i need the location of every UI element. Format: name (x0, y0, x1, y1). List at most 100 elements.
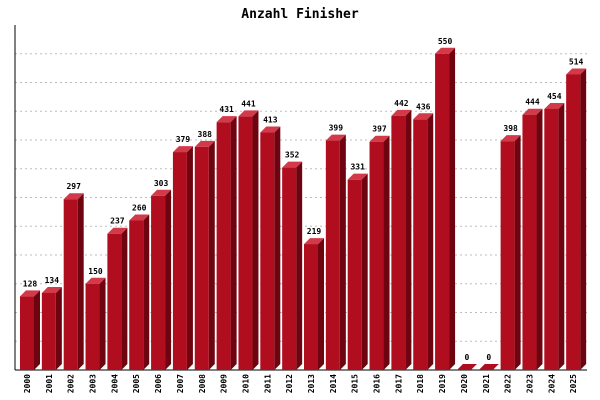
value-label: 454 (547, 92, 562, 101)
bar-top (260, 126, 281, 133)
x-tick-label: 2015 (351, 374, 360, 393)
bar-top (172, 146, 193, 153)
value-label: 134 (45, 276, 60, 285)
x-tick-label: 2014 (329, 374, 338, 393)
bar-top (413, 113, 434, 120)
bar-top (107, 227, 128, 234)
bar-top (63, 193, 84, 200)
value-label: 237 (110, 217, 125, 226)
value-label: 444 (525, 98, 540, 107)
x-tick-label: 2002 (67, 374, 76, 393)
value-label: 352 (285, 151, 300, 160)
bar (41, 286, 62, 370)
bar (238, 110, 259, 371)
x-tick-label: 2001 (45, 374, 54, 393)
bar (129, 214, 150, 370)
x-tick-label: 2005 (132, 374, 141, 393)
x-tick-label: 2009 (220, 374, 229, 393)
bar (194, 140, 215, 370)
bar-side (449, 47, 456, 370)
x-tick-label: 2008 (198, 374, 207, 393)
x-tick-label: 2011 (263, 374, 272, 393)
bar-top (194, 140, 215, 147)
bar-top (391, 109, 412, 116)
bar-front (413, 119, 428, 370)
value-label: 442 (394, 99, 409, 108)
bar-front (282, 167, 297, 370)
bar-top (435, 47, 456, 54)
bar-front (63, 199, 78, 370)
bar-front (129, 220, 144, 370)
x-tick-label: 2013 (307, 374, 316, 393)
bar (413, 113, 434, 371)
x-tick-label: 2012 (285, 374, 294, 393)
value-label: 399 (329, 124, 344, 133)
value-label: 0 (465, 353, 470, 362)
bar-front (151, 195, 166, 370)
value-label: 219 (307, 227, 322, 236)
bar-front (391, 115, 406, 370)
bar (500, 135, 521, 370)
bar-front (172, 152, 187, 370)
bar (107, 227, 128, 370)
bar-front (85, 283, 100, 370)
bar (435, 47, 456, 370)
bar (566, 68, 587, 370)
bars (20, 47, 587, 371)
bar (522, 108, 543, 370)
bar-side (427, 113, 434, 371)
x-tick-label: 2006 (154, 374, 163, 393)
bar-top (456, 364, 477, 370)
bar-side (514, 135, 521, 370)
bar (304, 238, 324, 370)
bar-top (369, 135, 390, 142)
bar-side (77, 193, 84, 370)
bar-side (361, 173, 368, 370)
bar (347, 173, 368, 370)
bar-top (129, 214, 150, 221)
x-tick-label: 2003 (89, 374, 98, 393)
bar (544, 102, 565, 370)
bar-side (558, 102, 565, 370)
bar-front (435, 53, 450, 370)
value-label: 398 (503, 124, 518, 133)
value-label: 303 (154, 179, 169, 188)
x-tick-label: 2023 (525, 374, 534, 393)
value-label: 413 (263, 116, 278, 125)
bar-front (304, 244, 318, 370)
bar-side (143, 214, 150, 370)
bar-side (208, 140, 215, 370)
bar-top (500, 135, 521, 142)
bar (63, 193, 84, 370)
x-tick-label: 2024 (547, 374, 556, 393)
bar (325, 134, 346, 370)
bar-top (151, 189, 172, 196)
value-label: 297 (66, 182, 81, 191)
bar-top (347, 173, 368, 180)
bar-side (55, 286, 62, 370)
bar-side (296, 161, 303, 370)
x-tick-label: 2021 (482, 374, 491, 393)
bar-side (186, 146, 193, 370)
bar-top (304, 238, 324, 245)
value-label: 514 (569, 57, 584, 66)
bar-front (325, 140, 340, 370)
bar-front (216, 122, 231, 370)
value-label: 431 (219, 105, 234, 114)
value-label: 441 (241, 99, 256, 108)
bar-side (99, 277, 106, 370)
bar-front (544, 108, 559, 370)
bar-front (41, 292, 56, 370)
bar-top (282, 161, 303, 168)
value-label: 436 (416, 102, 431, 111)
x-tick-label: 2018 (416, 374, 425, 393)
bar-front (194, 146, 209, 370)
chart-title: Anzahl Finisher (241, 7, 359, 22)
bar (172, 146, 193, 370)
x-tick-label: 2019 (438, 374, 447, 393)
bar-top (216, 116, 237, 123)
value-label: 379 (176, 135, 191, 144)
bar-side (339, 134, 346, 370)
x-tick-label: 2010 (241, 374, 250, 393)
